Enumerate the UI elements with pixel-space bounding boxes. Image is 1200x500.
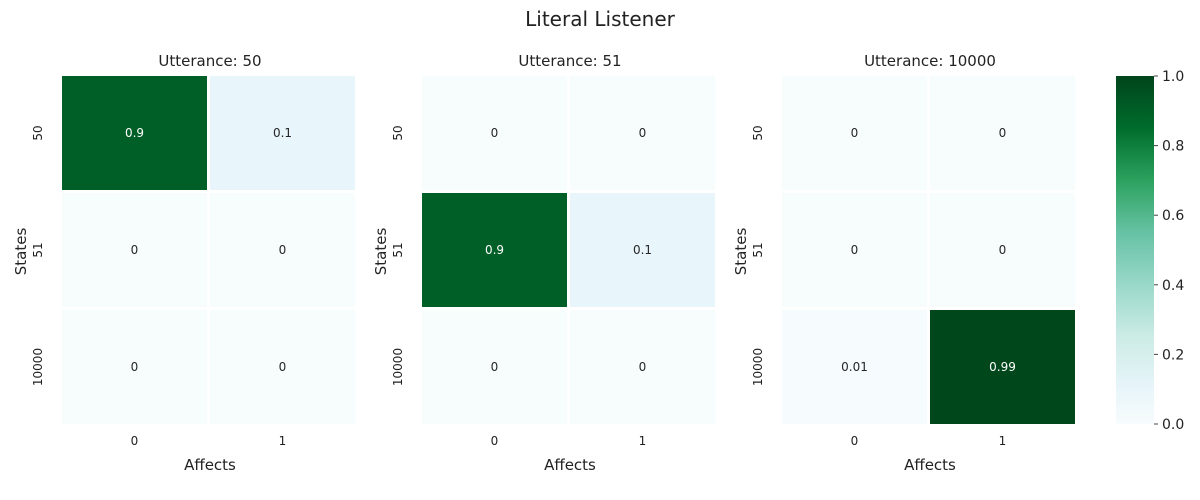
heatmap-cell — [930, 76, 1075, 190]
heatmap-cell — [62, 310, 207, 424]
heatmap-panel: Utterance: 10000 0 0 0 0 0.01 0.99 0 1 Affects 50 5… — [732, 52, 1075, 474]
colorbar: 0.0 0.2 0.4 0.6 0.8 1.0 — [1116, 69, 1184, 433]
colorbar-gradient — [1116, 76, 1154, 424]
y-axis-label: States — [732, 228, 750, 276]
heatmap-cell — [782, 310, 927, 424]
colorbar-tick-label: 0.6 — [1162, 208, 1184, 224]
cell-value-label: 0 — [131, 243, 139, 257]
heatmap-cell — [210, 76, 355, 190]
x-axis-label: Affects — [904, 456, 956, 474]
y-tick-label: 51 — [391, 242, 405, 257]
colorbar-tick-label: 0.0 — [1162, 417, 1184, 433]
cell-value-label: 0 — [999, 243, 1007, 257]
heatmap-cell — [570, 76, 715, 190]
heatmap-cell — [930, 193, 1075, 307]
cell-value-label: 0.9 — [125, 126, 144, 140]
x-axis-label: Affects — [544, 456, 596, 474]
heatmap-cell — [422, 193, 567, 307]
y-axis-label: States — [372, 228, 390, 276]
heatmap-cell — [62, 193, 207, 307]
cell-value-label: 0 — [491, 360, 499, 374]
heatmap-cell — [210, 193, 355, 307]
heatmap-cell — [782, 193, 927, 307]
x-axis-label: Affects — [184, 456, 236, 474]
y-tick-label: 50 — [391, 125, 405, 140]
heatmap-cell — [62, 76, 207, 190]
cell-value-label: 0 — [639, 360, 647, 374]
heatmap-cell — [422, 76, 567, 190]
cell-value-label: 0 — [131, 360, 139, 374]
cell-value-label: 0 — [639, 126, 647, 140]
y-tick-label: 10000 — [31, 348, 45, 386]
cell-value-label: 0 — [279, 360, 287, 374]
panel-title: Utterance: 50 — [158, 52, 261, 70]
x-tick-label: 0 — [851, 434, 859, 448]
colorbar-tick-label: 0.2 — [1162, 347, 1184, 363]
x-tick-label: 0 — [491, 434, 499, 448]
figure-title: Literal Listener — [525, 7, 675, 31]
heatmap-panel: Utterance: 51 0 0 0.9 0.1 0 0 0 1 Affects 50 51 1000… — [372, 52, 715, 474]
cell-value-label: 0.1 — [633, 243, 652, 257]
colorbar-tick-label: 1.0 — [1162, 69, 1184, 85]
y-tick-label: 50 — [31, 125, 45, 140]
y-tick-label: 51 — [751, 242, 765, 257]
cell-value-label: 0 — [491, 126, 499, 140]
y-tick-label: 50 — [751, 125, 765, 140]
cell-value-label: 0.99 — [989, 360, 1016, 374]
panel-title: Utterance: 10000 — [864, 52, 996, 70]
heatmap-cell — [570, 193, 715, 307]
heatmap-cell — [930, 310, 1075, 424]
y-tick-label: 10000 — [391, 348, 405, 386]
colorbar-tick-label: 0.8 — [1162, 139, 1184, 155]
cell-value-label: 0 — [999, 126, 1007, 140]
heatmap-cell — [210, 310, 355, 424]
cell-value-label: 0 — [279, 243, 287, 257]
x-tick-label: 1 — [279, 434, 287, 448]
x-tick-label: 1 — [639, 434, 647, 448]
cell-value-label: 0 — [851, 126, 859, 140]
x-tick-label: 0 — [131, 434, 139, 448]
panel-title: Utterance: 51 — [518, 52, 621, 70]
heatmap-cell — [570, 310, 715, 424]
heatmap-panel: Utterance: 50 0.9 0.1 0 0 0 0 0 1 Affects 50 51 1000… — [12, 52, 355, 474]
cell-value-label: 0.9 — [485, 243, 504, 257]
cell-value-label: 0.01 — [841, 360, 868, 374]
y-tick-label: 10000 — [751, 348, 765, 386]
y-tick-label: 51 — [31, 242, 45, 257]
colorbar-tick-label: 0.4 — [1162, 278, 1184, 294]
x-tick-label: 1 — [999, 434, 1007, 448]
heatmap-cell — [782, 76, 927, 190]
cell-value-label: 0 — [851, 243, 859, 257]
cell-value-label: 0.1 — [273, 126, 292, 140]
y-axis-label: States — [12, 228, 30, 276]
heatmap-cell — [422, 310, 567, 424]
